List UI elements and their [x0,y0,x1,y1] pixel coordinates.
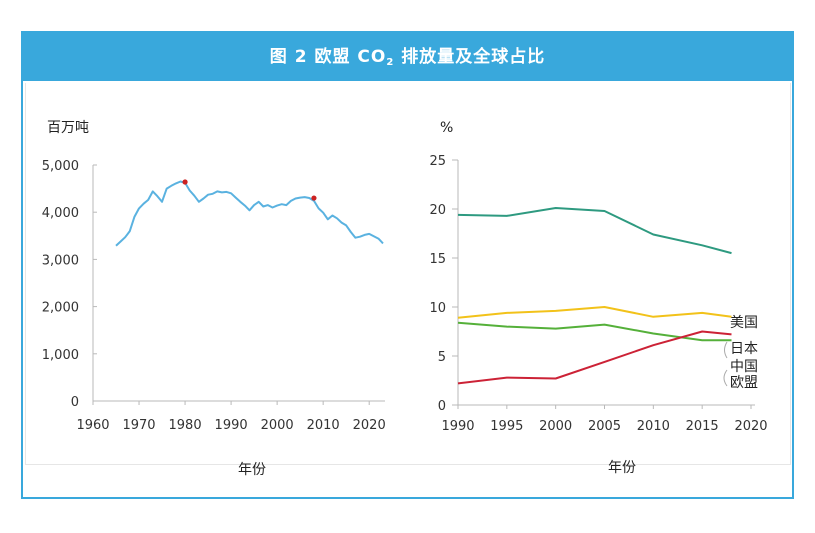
share-series-lines [458,208,732,383]
charts-svg: 百万吨 0 1,000 2,000 3,000 4,000 5,000 1960 1970 19… [0,0,815,533]
right-x-tick-label: 2005 [588,419,621,434]
right-y-tick-label: 15 [429,252,446,267]
left-x-axis-title: 年份 [238,462,266,478]
left-x-tick-label: 1980 [169,418,202,433]
left-y-tick-label: 4,000 [42,206,79,221]
right-y-tick-label: 20 [429,203,446,218]
left-x-tick-label: 1990 [215,418,248,433]
right-x-tick-label: 1995 [490,419,523,434]
emissions-series-line [116,182,383,246]
right-x-tick-label: 1990 [441,419,474,434]
share-chart: % 0 5 10 15 20 25 1990 1995 2000 2005 2010 2015 2020… [429,120,767,476]
series-line-欧盟 [458,208,732,253]
right-y-unit-label: % [440,120,453,136]
right-x-tick-label: 2020 [734,419,767,434]
right-y-tick-label: 10 [429,301,446,316]
label-leader [724,370,727,386]
right-x-axis-title: 年份 [608,460,636,476]
series-label: 欧盟 [730,375,758,391]
series-label: 日本 [730,341,758,357]
left-y-tick-label: 3,000 [42,253,79,268]
right-x-tick-label: 2000 [539,419,572,434]
highlight-point [182,179,187,184]
series-label: 中国 [730,359,758,375]
left-x-tick-label: 1970 [122,418,155,433]
left-x-tick-label: 1960 [76,418,109,433]
series-line-中国 [458,323,732,341]
left-x-tick-label: 2020 [353,418,386,433]
series-label: 美国 [730,315,758,331]
right-x-tick-label: 2010 [637,419,670,434]
emissions-chart: 百万吨 0 1,000 2,000 3,000 4,000 5,000 1960 1970 19… [42,120,386,478]
left-x-tick-label: 2010 [307,418,340,433]
right-x-tick-label: 2015 [686,419,719,434]
left-x-tick-label: 2000 [261,418,294,433]
right-y-tick-label: 5 [438,350,446,365]
right-ticks: 0 5 10 15 20 25 1990 1995 2000 2005 2010 2015 2020 [429,154,767,434]
right-y-tick-label: 0 [438,399,446,414]
left-y-tick-label: 0 [71,395,79,410]
left-y-tick-label: 1,000 [42,348,79,363]
series-line-美国 [458,307,732,318]
highlight-point [311,195,316,200]
left-y-tick-label: 5,000 [42,159,79,174]
left-y-tick-label: 2,000 [42,301,79,316]
left-y-unit-label: 百万吨 [47,120,89,136]
label-leader [725,342,728,358]
right-y-tick-label: 25 [429,154,446,169]
